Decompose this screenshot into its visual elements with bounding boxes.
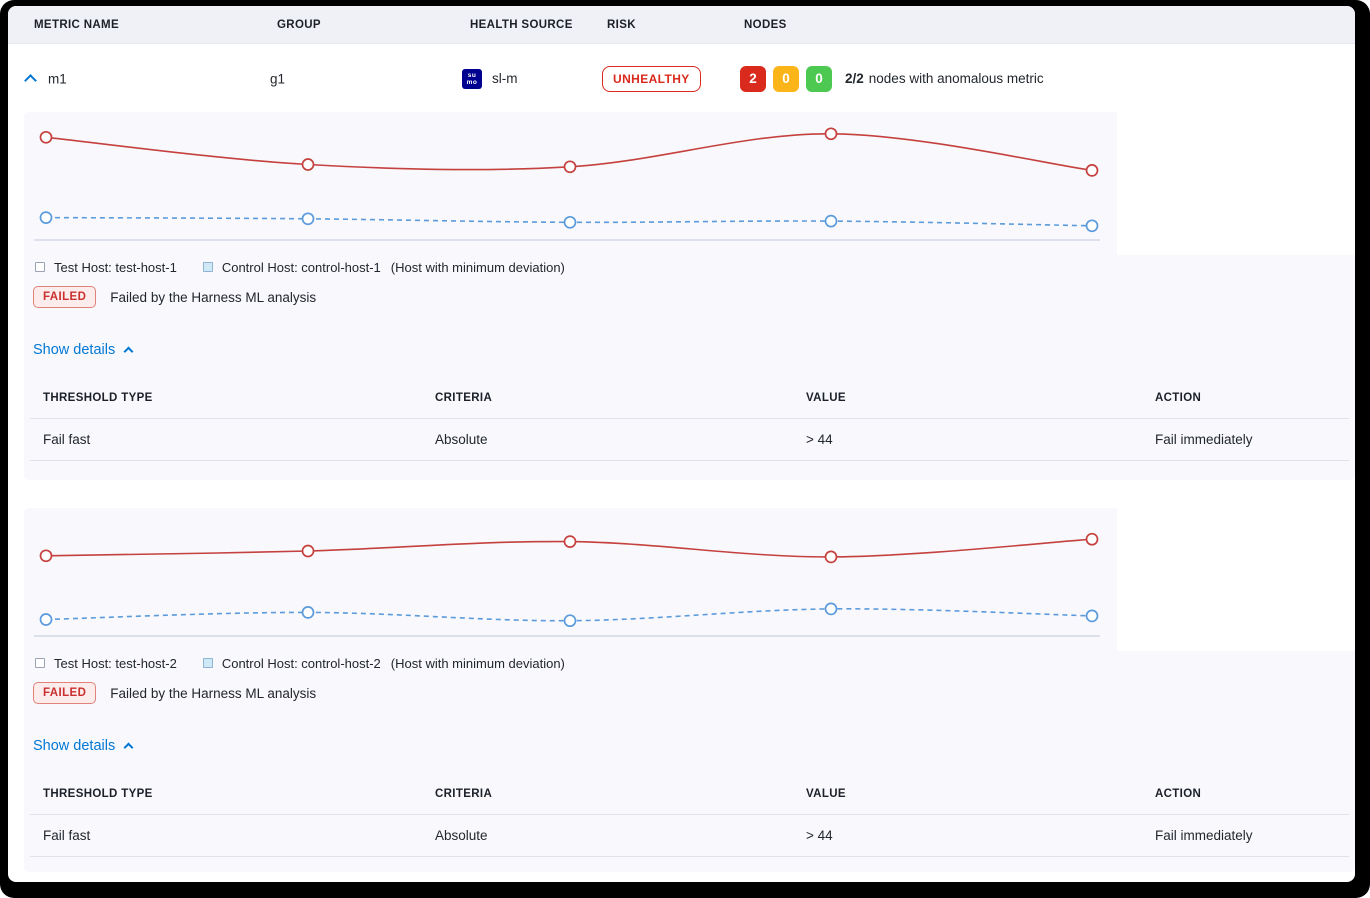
chevron-up-icon: [123, 742, 134, 753]
warning-nodes-badge: 0: [773, 65, 799, 92]
chevron-up-icon: [123, 346, 134, 357]
threshold-table-row: Fail fast Absolute > 44 Fail immediately: [30, 814, 1349, 857]
cell-threshold-type: Fail fast: [30, 814, 422, 857]
collapse-chevron-up-icon[interactable]: [24, 72, 37, 90]
threshold-table-header-row: THRESHOLD TYPE CRITERIA VALUE ACTION: [30, 774, 1349, 815]
column-header-nodes: NODES: [744, 19, 787, 31]
th-threshold-type: THRESHOLD TYPE: [30, 378, 422, 419]
sumologic-icon: su mo: [462, 68, 482, 89]
th-criteria: CRITERIA: [422, 378, 793, 419]
verification-metrics-screen: METRIC NAME GROUP HEALTH SOURCE RISK NOD…: [8, 6, 1355, 882]
th-action: ACTION: [1142, 774, 1349, 815]
legend-item-control-host[interactable]: Control Host: control-host-1: [202, 260, 381, 275]
cell-value: > 44: [793, 418, 1142, 461]
metric-timeseries-chart[interactable]: [24, 508, 1124, 642]
chart-legend: Test Host: test-host-1 Control Host: con…: [35, 258, 565, 276]
analysis-status-message: Failed by the Harness ML analysis: [110, 685, 317, 701]
metric-name-value: m1: [48, 71, 67, 86]
group-value: g1: [270, 71, 286, 86]
anomalous-nodes-badge: 2: [740, 65, 766, 92]
cell-action: Fail immediately: [1142, 418, 1349, 461]
minimum-deviation-note: (Host with minimum deviation): [390, 259, 565, 275]
cell-value: > 44: [793, 814, 1142, 857]
chart-legend: Test Host: test-host-2 Control Host: con…: [35, 654, 565, 672]
show-details-link[interactable]: Show details: [33, 342, 134, 358]
legend-item-test-host[interactable]: Test Host: test-host-2: [35, 656, 177, 671]
chart-side-blank-area: [1117, 112, 1355, 255]
th-value: VALUE: [793, 378, 1142, 419]
healthy-nodes-badge: 0: [806, 65, 832, 92]
test-host-checkbox[interactable]: [35, 658, 45, 668]
nodes-summary-text: 2/2 nodes with anomalous metric: [845, 71, 1044, 86]
column-header-metric-name: METRIC NAME: [34, 19, 119, 31]
control-host-checkbox[interactable]: [202, 262, 213, 272]
failed-status-badge: FAILED: [33, 286, 97, 308]
risk-badge-unhealthy: UNHEALTHY: [602, 65, 701, 92]
cell-action: Fail immediately: [1142, 814, 1349, 857]
analysis-status-message: Failed by the Harness ML analysis: [110, 289, 317, 305]
health-source-value: sl-m: [492, 71, 518, 86]
column-header-health-source: HEALTH SOURCE: [470, 19, 573, 31]
legend-item-test-host[interactable]: Test Host: test-host-1: [35, 260, 177, 275]
analysis-status-row: FAILED Failed by the Harness ML analysis: [33, 286, 316, 308]
th-threshold-type: THRESHOLD TYPE: [30, 774, 422, 815]
column-header-risk: RISK: [607, 19, 636, 31]
host-analysis-panel: Test Host: test-host-2 Control Host: con…: [24, 508, 1355, 872]
host-analysis-panel: Test Host: test-host-1 Control Host: con…: [24, 112, 1355, 480]
threshold-table-header-row: THRESHOLD TYPE CRITERIA VALUE ACTION: [30, 378, 1349, 419]
show-details-link[interactable]: Show details: [33, 738, 134, 754]
minimum-deviation-note: (Host with minimum deviation): [390, 655, 565, 671]
cell-criteria: Absolute: [422, 418, 793, 461]
metric-timeseries-chart[interactable]: [24, 112, 1124, 246]
table-column-header-band: METRIC NAME GROUP HEALTH SOURCE RISK NOD…: [8, 6, 1355, 44]
analysis-status-row: FAILED Failed by the Harness ML analysis: [33, 682, 316, 704]
failed-status-badge: FAILED: [33, 682, 97, 704]
metric-row: m1 g1 su mo sl-m UNHEALTHY 2 0 0 2/2 node…: [8, 45, 1355, 112]
legend-item-control-host[interactable]: Control Host: control-host-2: [202, 656, 381, 671]
cell-criteria: Absolute: [422, 814, 793, 857]
threshold-table: THRESHOLD TYPE CRITERIA VALUE ACTION Fai…: [30, 378, 1349, 461]
health-source-cell: su mo sl-m: [462, 68, 518, 89]
control-host-checkbox[interactable]: [202, 658, 213, 668]
column-header-group: GROUP: [277, 19, 321, 31]
th-action: ACTION: [1142, 378, 1349, 419]
th-criteria: CRITERIA: [422, 774, 793, 815]
th-value: VALUE: [793, 774, 1142, 815]
test-host-checkbox[interactable]: [35, 262, 45, 272]
chart-side-blank-area: [1117, 508, 1355, 651]
nodes-cell: 2 0 0 2/2 nodes with anomalous metric: [740, 65, 1044, 92]
cell-threshold-type: Fail fast: [30, 418, 422, 461]
threshold-table: THRESHOLD TYPE CRITERIA VALUE ACTION Fai…: [30, 774, 1349, 857]
threshold-table-row: Fail fast Absolute > 44 Fail immediately: [30, 418, 1349, 461]
